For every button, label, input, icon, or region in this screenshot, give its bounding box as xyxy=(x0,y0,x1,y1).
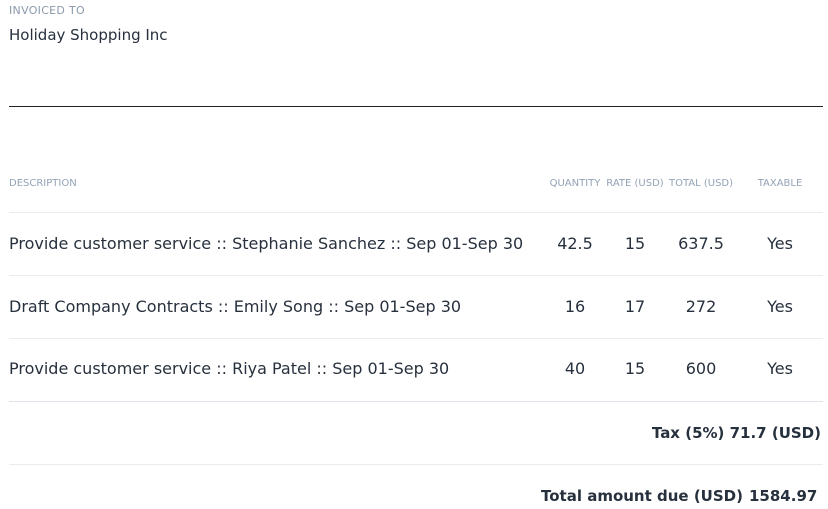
row-description: Draft Company Contracts :: Emily Song ::… xyxy=(9,297,462,316)
summary-divider xyxy=(9,464,823,465)
row-taxable: Yes xyxy=(767,359,793,378)
row-description: Provide customer service :: Riya Patel :… xyxy=(9,359,450,378)
row-total: 600 xyxy=(685,359,717,378)
row-quantity: 16 xyxy=(564,297,586,316)
client-name: Holiday Shopping Inc xyxy=(9,26,168,44)
row-total: 637.5 xyxy=(678,234,724,253)
header-quantity: QUANTITY xyxy=(549,178,601,189)
row-description: Provide customer service :: Stephanie Sa… xyxy=(9,234,524,253)
row-divider xyxy=(9,338,823,339)
row-rate: 15 xyxy=(624,359,646,378)
header-rate: RATE (USD) xyxy=(606,178,664,189)
row-total: 272 xyxy=(685,297,717,316)
header-taxable: TAXABLE xyxy=(757,178,803,189)
row-divider xyxy=(9,275,823,276)
tax-summary: Tax (5%) 71.7 (USD) xyxy=(651,424,821,442)
row-rate: 17 xyxy=(624,297,646,316)
header-description: DESCRIPTION xyxy=(9,178,77,189)
row-quantity: 42.5 xyxy=(557,234,593,253)
total-due-value: 1584.97 xyxy=(749,487,818,505)
row-rate: 15 xyxy=(624,234,646,253)
invoiced-to-label: INVOICED TO xyxy=(9,4,85,17)
row-quantity: 40 xyxy=(564,359,586,378)
row-taxable: Yes xyxy=(767,234,793,253)
row-taxable: Yes xyxy=(767,297,793,316)
row-divider xyxy=(9,212,823,213)
total-due-label: Total amount due (USD) xyxy=(541,487,743,505)
section-divider xyxy=(9,106,823,107)
header-total: TOTAL (USD) xyxy=(668,178,734,189)
row-divider xyxy=(9,401,823,402)
